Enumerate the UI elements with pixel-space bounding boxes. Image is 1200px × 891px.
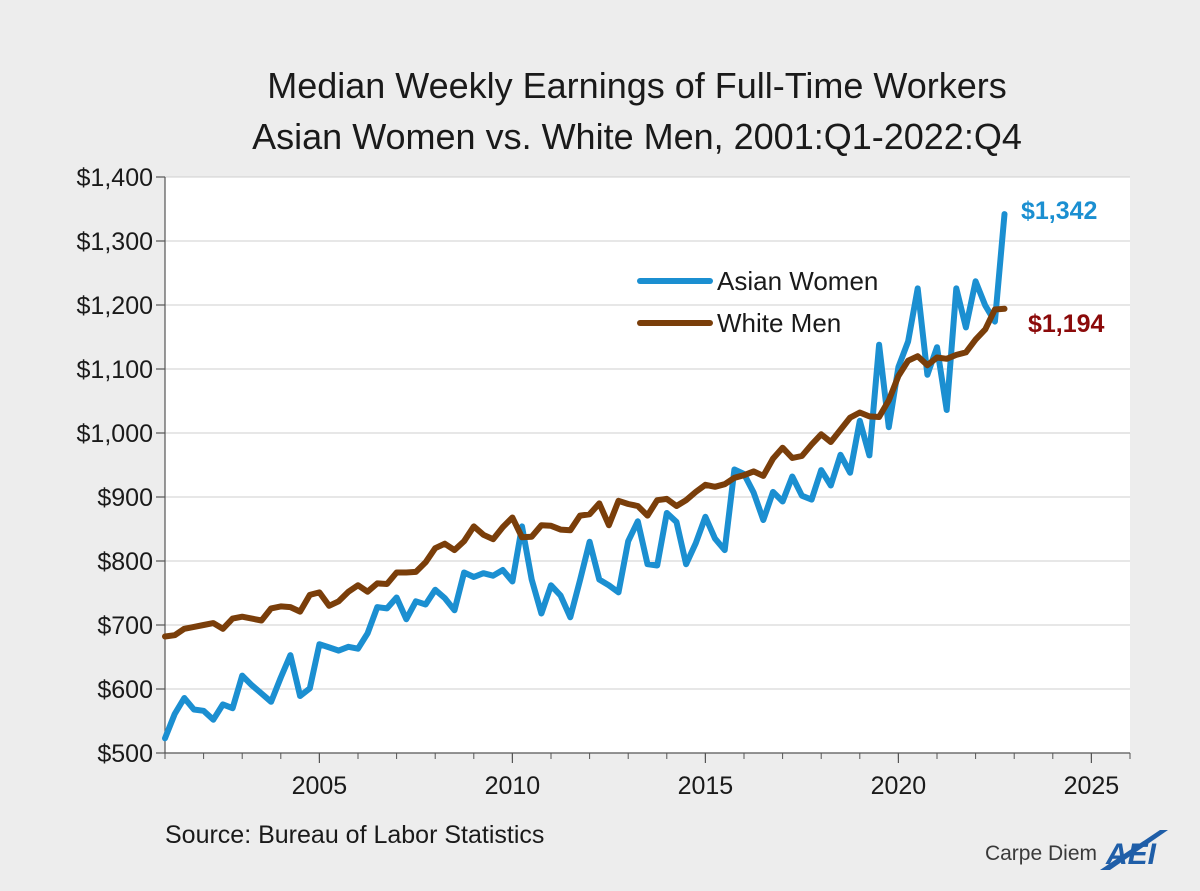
legend-label-asian-women: Asian Women: [717, 266, 878, 296]
series-layer: [162, 211, 1008, 742]
aei-logo-swoosh: [1100, 830, 1168, 870]
legend: Asian Women White Men: [637, 266, 878, 338]
y-tick-label-900: $900: [97, 484, 153, 512]
brand-text: Carpe Diem: [985, 842, 1097, 865]
y-tick-label-1100: $1,100: [77, 356, 153, 384]
x-tick-label-2025: 2025: [1064, 772, 1120, 800]
y-tick-label-800: $800: [97, 548, 153, 576]
source-note: Source: Bureau of Labor Statistics: [165, 821, 544, 849]
y-axis: $500 $600 $700 $800 $900 $1,000 $1,100 $1,200 $1…: [77, 164, 166, 768]
legend-label-white-men: White Men: [717, 308, 841, 338]
end-label-white-men: $1,194: [1028, 310, 1105, 338]
x-tick-label-2005: 2005: [292, 772, 348, 800]
plot-area: [165, 177, 1130, 753]
x-tick-label-2020: 2020: [871, 772, 927, 800]
x-axis: 2005 2010 2015 2020 2025: [164, 752, 1131, 800]
aei-logo-text: AEI: [1105, 838, 1157, 871]
y-tick-label-700: $700: [97, 612, 153, 640]
chart-title-line-1: Median Weekly Earnings of Full-Time Work…: [267, 65, 1007, 106]
end-label-asian-women: $1,342: [1021, 197, 1097, 225]
series-line-asian-women: [162, 211, 1008, 742]
y-tick-label-500: $500: [97, 740, 153, 768]
x-tick-label-2010: 2010: [485, 772, 541, 800]
series-line-white-men: [162, 305, 1008, 640]
y-tick-label-1200: $1,200: [77, 292, 153, 320]
chart-title-line-2: Asian Women vs. White Men, 2001:Q1-2022:…: [252, 116, 1022, 157]
y-tick-label-1300: $1,300: [77, 228, 153, 256]
y-tick-label-600: $600: [97, 676, 153, 704]
x-tick-label-2015: 2015: [678, 772, 734, 800]
y-tick-label-1000: $1,000: [77, 420, 153, 448]
y-tick-label-1400: $1,400: [77, 164, 153, 192]
aei-logo: AEI: [1100, 830, 1168, 871]
